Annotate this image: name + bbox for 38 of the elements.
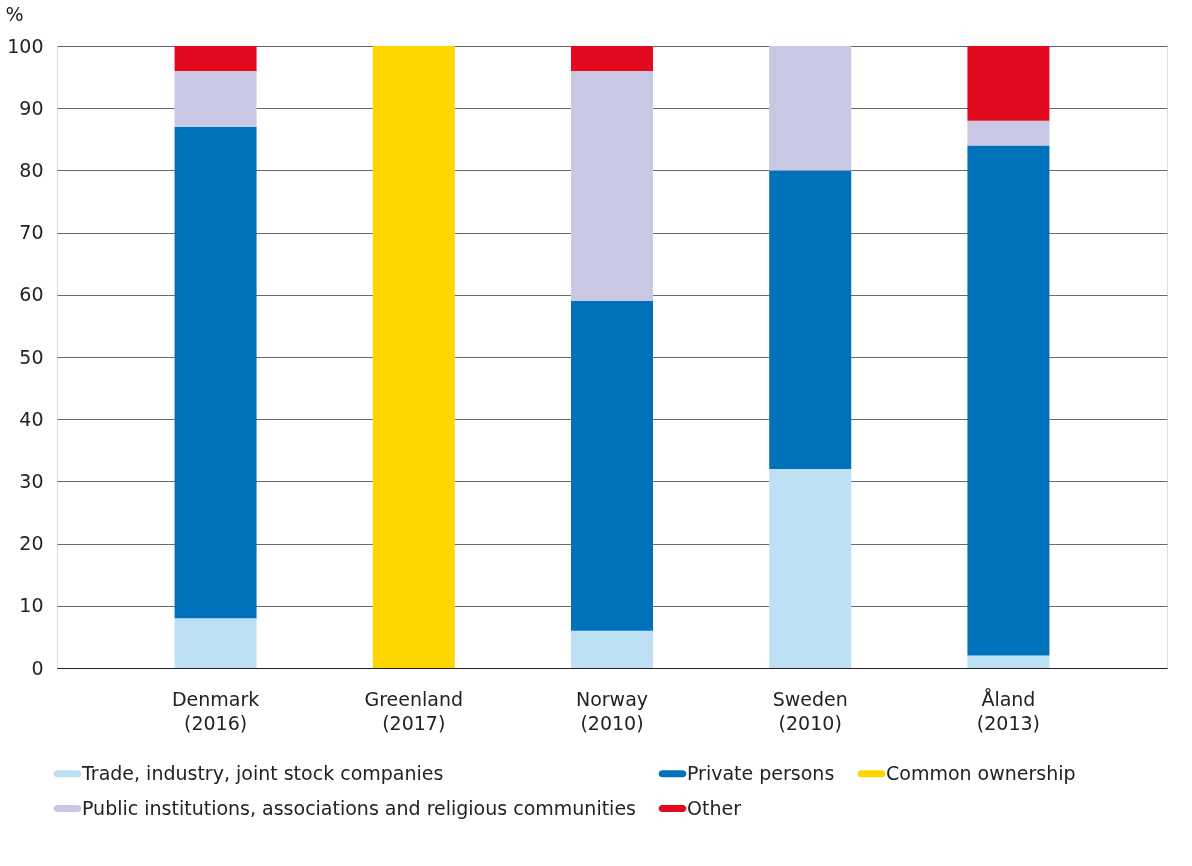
bar <box>174 618 257 668</box>
x-tick-label: Greenland (2017) <box>364 687 464 734</box>
y-axis-title: % <box>5 2 24 25</box>
bar <box>571 301 653 631</box>
y-tick-label: 30 <box>19 469 44 492</box>
legend-label: Trade, industry, joint stock companies <box>81 761 444 784</box>
x-tick-label: Norway (2010) <box>575 687 649 734</box>
bar <box>967 46 1050 121</box>
bar <box>174 126 257 619</box>
bar <box>372 46 455 668</box>
y-tick-label: 60 <box>19 283 44 306</box>
x-tick-label: Åland (2013) <box>976 687 1041 734</box>
legend-label: Private persons <box>687 761 835 784</box>
x-tick-label: Denmark (2016) <box>171 687 260 734</box>
y-tick-label: 10 <box>19 594 44 617</box>
legend-label: Public institutions, associations and religious communities <box>82 796 636 819</box>
y-tick-label: 20 <box>19 532 44 555</box>
legend-label: Common ownership <box>886 761 1076 784</box>
bar <box>967 120 1050 146</box>
y-tick-label: 40 <box>19 407 44 430</box>
bar <box>769 46 852 171</box>
x-tick-label: Sweden (2010) <box>772 687 848 734</box>
bar <box>769 170 852 469</box>
y-tick-label: 50 <box>19 345 44 368</box>
bar <box>571 70 653 302</box>
bar <box>967 655 1050 668</box>
bar <box>967 145 1050 656</box>
bar <box>174 70 257 127</box>
bar <box>769 468 852 668</box>
bar <box>571 630 653 668</box>
y-tick-label: 80 <box>19 158 44 181</box>
y-tick-label: 100 <box>7 34 44 57</box>
y-tick-label: 0 <box>31 656 44 679</box>
bar <box>174 46 257 71</box>
bar <box>571 46 653 71</box>
y-tick-label: 90 <box>19 96 44 119</box>
y-tick-label: 70 <box>19 221 44 244</box>
legend-label: Other <box>687 796 742 819</box>
